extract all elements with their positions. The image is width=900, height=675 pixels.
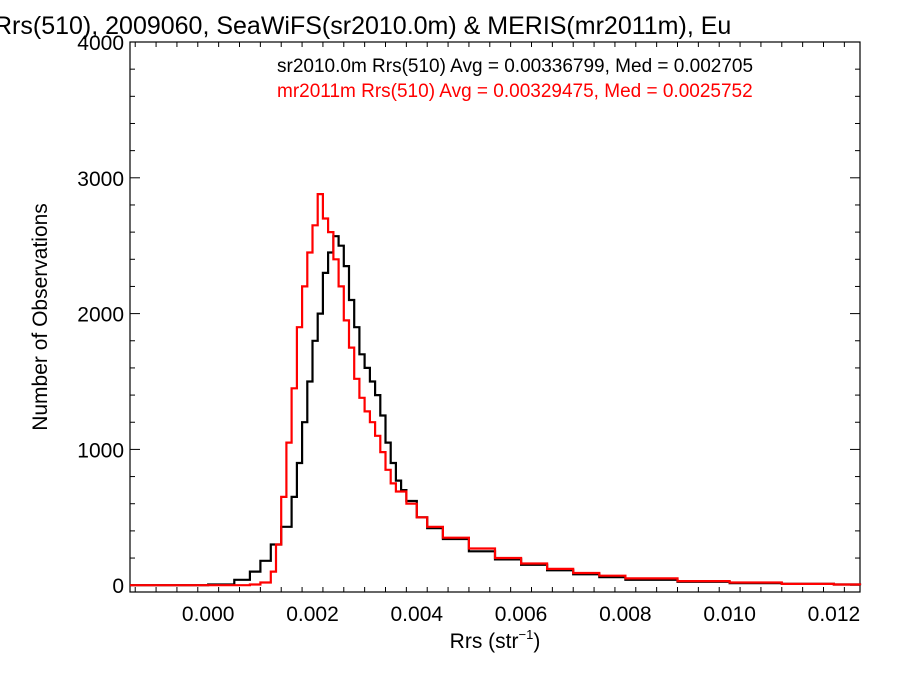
x-tick-label: 0.000 bbox=[182, 603, 235, 626]
y-tick-label: 3000 bbox=[77, 168, 124, 191]
axis-ticks bbox=[130, 41, 860, 592]
series-layer bbox=[130, 193, 862, 587]
x-tick-label: 0.008 bbox=[599, 603, 652, 626]
series-line-0 bbox=[130, 235, 862, 587]
y-tick-label: 0 bbox=[112, 575, 124, 598]
series-line-1 bbox=[130, 193, 862, 587]
x-axis-label: Rrs (str−1) bbox=[450, 627, 541, 653]
x-axis-label-superscript: −1 bbox=[519, 627, 534, 642]
y-tick-labels: 0 1000 2000 3000 4000 bbox=[77, 32, 124, 598]
y-tick-label: 2000 bbox=[77, 304, 124, 327]
x-tick-label: 0.010 bbox=[703, 603, 756, 626]
x-tick-label: 0.002 bbox=[286, 603, 339, 626]
x-tick-label: 0.004 bbox=[391, 603, 444, 626]
y-tick-label: 1000 bbox=[77, 439, 124, 462]
legend-entry-1: mr2011m Rrs(510) Avg = 0.00329475, Med =… bbox=[277, 81, 753, 102]
x-axis-label-close: ) bbox=[533, 630, 540, 653]
plot-frame bbox=[129, 41, 861, 593]
legend: sr2010.0m Rrs(510) Avg = 0.00336799, Med… bbox=[277, 56, 753, 102]
x-axis-label-main: Rrs (str bbox=[450, 630, 519, 653]
chart-title: Rrs(510), 2009060, SeaWiFS(sr2010.0m) & … bbox=[0, 12, 731, 40]
y-tick-label: 4000 bbox=[77, 32, 124, 55]
legend-entry-0: sr2010.0m Rrs(510) Avg = 0.00336799, Med… bbox=[277, 56, 753, 77]
x-tick-labels: 0.000 0.002 0.004 0.006 0.008 0.010 0.012 bbox=[182, 603, 860, 626]
y-axis-label: Number of Observations bbox=[29, 203, 52, 431]
x-tick-label: 0.006 bbox=[495, 603, 548, 626]
x-tick-label: 0.012 bbox=[808, 603, 861, 626]
